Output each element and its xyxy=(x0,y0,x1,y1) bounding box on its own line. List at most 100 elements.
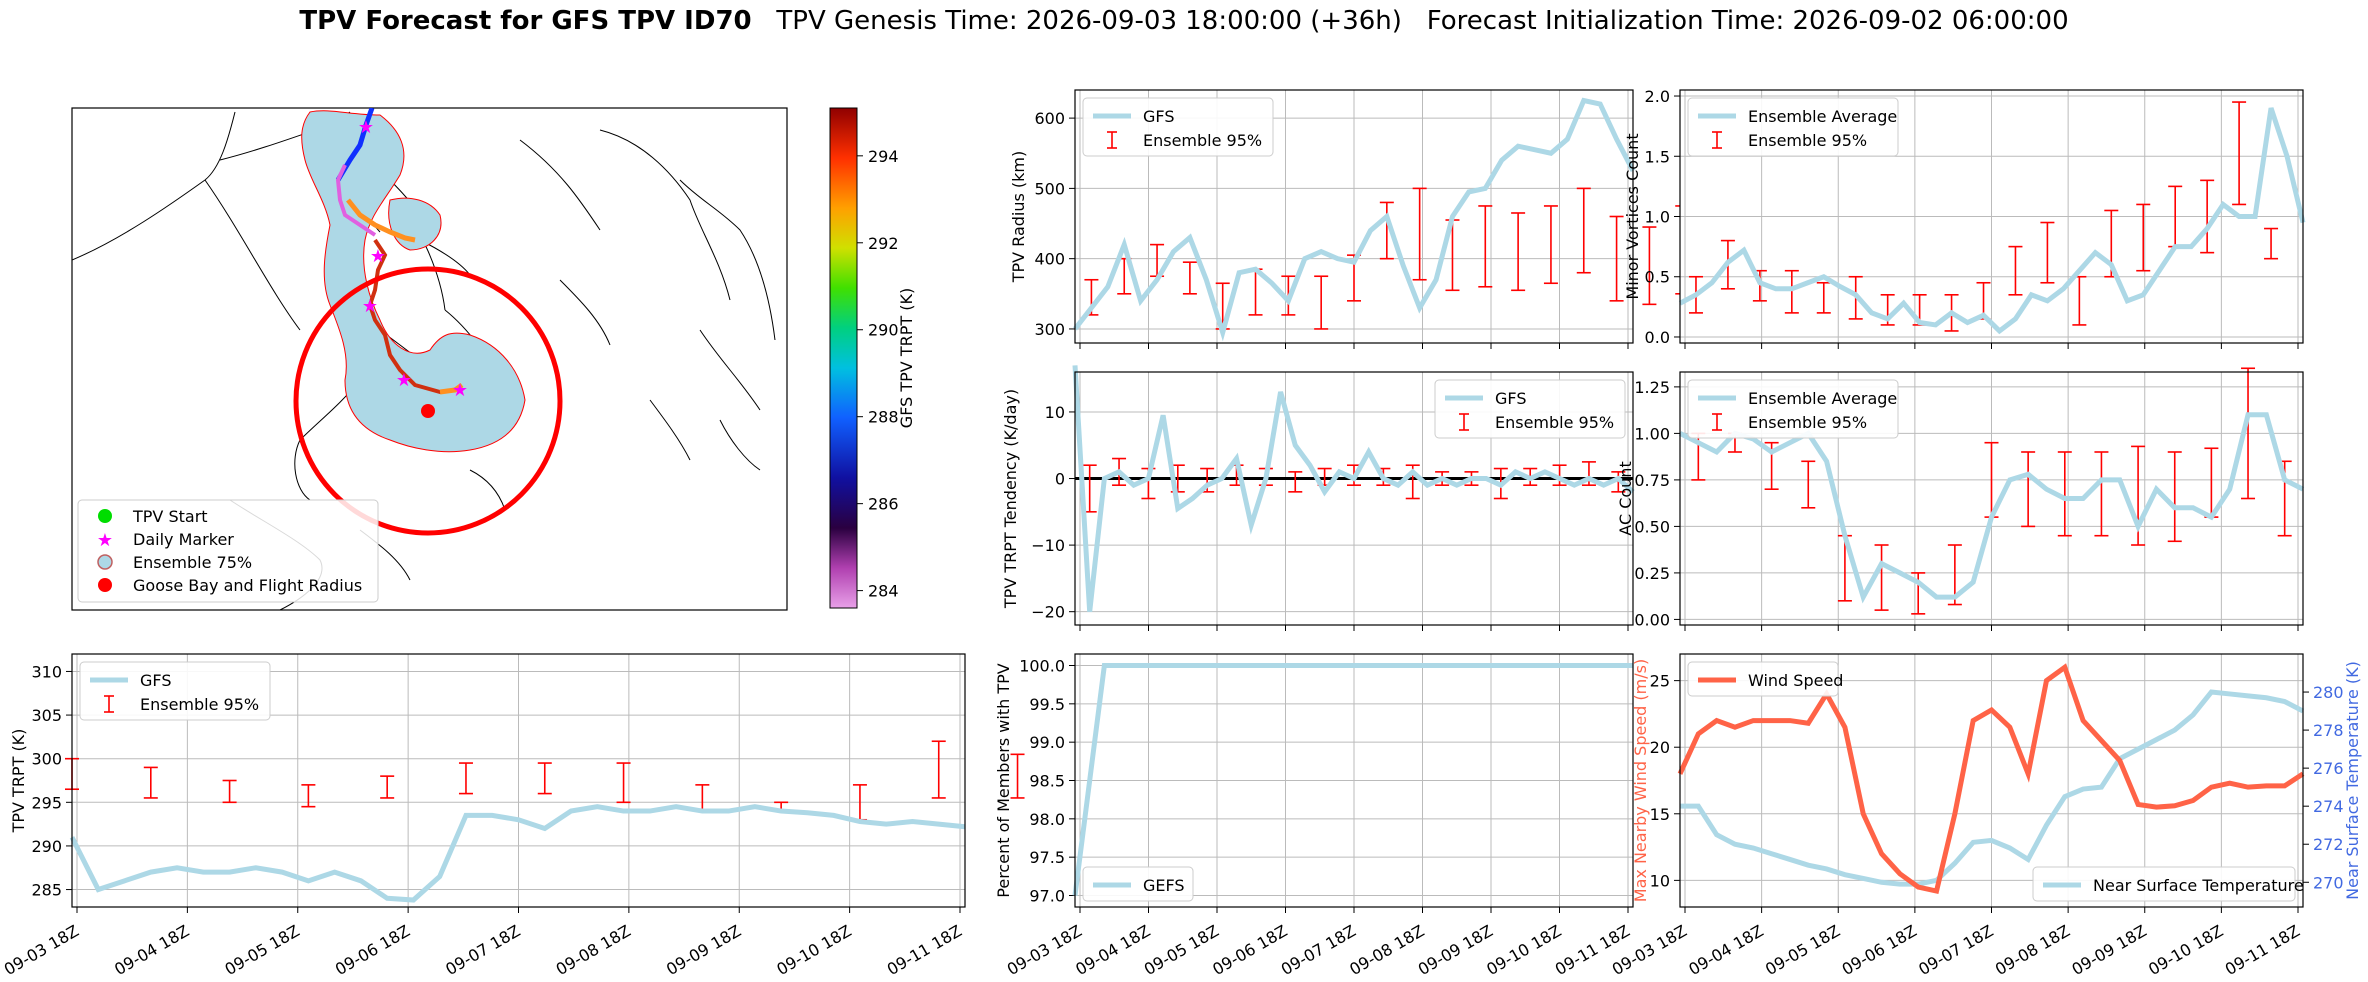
y2-axis-label: Near Surface Temperature (K) xyxy=(2343,661,2362,900)
y-axis-label: AC Count xyxy=(1616,461,1635,535)
colorbar-tick-label: 288 xyxy=(868,408,899,427)
legend-box xyxy=(1687,97,1899,157)
colorbar: 284 286 288 290 292 294 GFS TPV TRPT (K) xyxy=(829,107,916,609)
legend-label: Ensemble 95% xyxy=(1748,413,1867,432)
legend-label: GFS xyxy=(1495,389,1526,408)
y2-tick-label: 272 xyxy=(2313,835,2344,854)
daily-marker-star: ★ xyxy=(452,380,468,401)
x-tick-label: 09-04 18Z xyxy=(1072,921,1153,979)
colorbar-gradient xyxy=(829,107,858,609)
colorbar-tick-label: 292 xyxy=(868,234,899,253)
track-segment-end xyxy=(439,382,464,395)
x-tick-label: 09-08 18Z xyxy=(553,921,634,979)
x-tick-label: 09-06 18Z xyxy=(1839,921,1920,979)
track-segment-late xyxy=(367,238,456,395)
y-tick-label: −20 xyxy=(1031,603,1065,622)
legend-box xyxy=(79,661,271,721)
y-tick-label: 10 xyxy=(1045,403,1065,422)
title-bold: TPV Forecast for GFS TPV ID70 xyxy=(299,6,752,36)
plot-frame xyxy=(1074,653,1634,908)
series-line xyxy=(1678,412,2305,604)
plot-frame xyxy=(1679,89,2304,344)
chart-ac: 0.00 0.25 0.50 0.75 1.00 1.25 AC Count Ensemble… xyxy=(1616,367,2305,631)
x-tick-label: 09-10 18Z xyxy=(773,921,854,979)
legend-label: GEFS xyxy=(1143,876,1185,895)
legend-label: Ensemble Average xyxy=(1748,389,1897,408)
series-line xyxy=(1072,663,1633,896)
x-tick-label: 09-05 18Z xyxy=(221,921,302,979)
y-tick-label: 1.25 xyxy=(1634,378,1670,397)
y-tick-label: 99.0 xyxy=(1029,733,1065,752)
series-line xyxy=(1678,107,2306,335)
map-legend-box xyxy=(77,499,379,603)
y-tick-label: 285 xyxy=(31,881,62,900)
y-axis-label: TPV TRPT Tendency (K/day) xyxy=(1001,389,1020,609)
daily-marker-star: ★ xyxy=(396,370,412,391)
y-tick-label: 99.5 xyxy=(1029,695,1065,714)
y-tick-label: 97.5 xyxy=(1029,848,1065,867)
map-legend-label: Goose Bay and Flight Radius xyxy=(133,576,362,595)
series-line xyxy=(1072,365,1635,612)
y-tick-label: 2.0 xyxy=(1645,87,1670,106)
legend-label: GFS xyxy=(140,671,171,690)
legend-box xyxy=(2032,866,2296,902)
colorbar-tick-label: 286 xyxy=(868,495,899,514)
legend-label: Ensemble 95% xyxy=(1748,131,1867,150)
x-tick-label: 09-07 18Z xyxy=(1278,921,1359,979)
legend-label: Near Surface Temperature xyxy=(2093,876,2304,895)
series-line xyxy=(1073,97,1636,342)
plot-frame xyxy=(71,653,966,908)
map-legend-label: Daily Marker xyxy=(133,530,234,549)
plot-frame xyxy=(1679,371,2304,626)
x-tick-label: 09-04 18Z xyxy=(1685,921,1766,979)
x-tick-label: 09-09 18Z xyxy=(1415,921,1496,979)
legend-label: Wind Speed xyxy=(1748,671,1843,690)
y-tick-label: 0.25 xyxy=(1634,564,1670,583)
y-tick-label: 10 xyxy=(1650,871,1670,890)
x-tick-label: 09-07 18Z xyxy=(1915,921,1996,979)
y-tick-label: 600 xyxy=(1034,109,1065,128)
y-axis-label: TPV Radius (km) xyxy=(1009,151,1028,284)
colorbar-tick-label: 284 xyxy=(868,582,899,601)
x-tick-label: 09-04 18Z xyxy=(111,921,192,979)
legend-star-icon: ★ xyxy=(97,530,113,551)
plot-frame xyxy=(1074,89,1634,344)
y-tick-label: 20 xyxy=(1650,738,1670,757)
y2-tick-label: 274 xyxy=(2313,797,2344,816)
x-tick-label: 09-03 18Z xyxy=(1,921,82,979)
x-tick-label: 09-05 18Z xyxy=(1762,921,1843,979)
y-axis-label: Percent of Members with TPV xyxy=(994,663,1013,897)
x-tick-label: 09-11 18Z xyxy=(884,921,965,979)
y-axis-label: TPV TRPT (K) xyxy=(9,729,28,834)
y2-tick-label: 280 xyxy=(2313,683,2344,702)
track-segment-early xyxy=(335,164,377,237)
figure-title: TPV Forecast for GFS TPV ID70 TPV Genesi… xyxy=(0,6,2368,36)
legend-circle-icon xyxy=(98,509,112,523)
goose-bay-marker xyxy=(421,404,435,418)
y-tick-label: 300 xyxy=(31,750,62,769)
y-tick-label: 305 xyxy=(31,706,62,725)
map-legend-label: TPV Start xyxy=(132,507,208,526)
map-legend: TPV Start ★ Daily Marker Ensemble 75% Goose … xyxy=(77,499,379,603)
x-tick-label: 09-08 18Z xyxy=(1346,921,1427,979)
x-tick-label: 09-03 18Z xyxy=(1004,921,1085,979)
x-tick-label: 09-11 18Z xyxy=(2222,921,2303,979)
y-tick-label: 25 xyxy=(1650,672,1670,691)
y-tick-label: 300 xyxy=(1034,320,1065,339)
y2-tick-label: 276 xyxy=(2313,759,2344,778)
y-tick-label: 0.50 xyxy=(1634,517,1670,536)
x-tick-label: 09-10 18Z xyxy=(1483,921,1564,979)
y-tick-label: 500 xyxy=(1034,179,1065,198)
y-tick-label: −10 xyxy=(1031,536,1065,555)
y-tick-label: 290 xyxy=(31,837,62,856)
track-segment-mid xyxy=(346,198,416,243)
series-line-temperature xyxy=(1680,689,2305,887)
y-tick-label: 1.5 xyxy=(1645,147,1670,166)
legend-label: Ensemble 95% xyxy=(1143,131,1262,150)
legend-circle-icon xyxy=(98,578,112,592)
legend-label: Ensemble 95% xyxy=(140,695,259,714)
colorbar-label: GFS TPV TRPT (K) xyxy=(897,288,916,428)
legend-box xyxy=(1687,661,1839,697)
y-tick-label: 0.00 xyxy=(1634,610,1670,629)
y-tick-label: 1.0 xyxy=(1645,208,1670,227)
